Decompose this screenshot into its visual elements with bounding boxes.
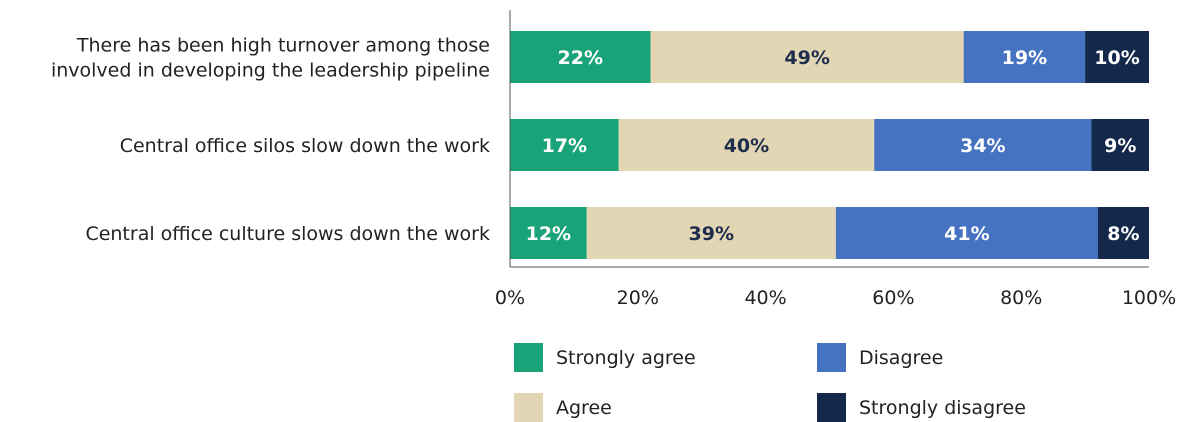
bar-value-label: 17% [542, 135, 587, 157]
bar-value-label: 41% [944, 223, 989, 245]
category-label: involved in developing the leadership pi… [51, 60, 490, 82]
category-label: Central office silos slow down the work [120, 135, 490, 157]
x-tick-label: 60% [872, 287, 914, 309]
legend-swatch [514, 343, 543, 372]
bar-value-label: 8% [1107, 223, 1139, 245]
bar-value-label: 40% [724, 135, 769, 157]
x-tick-label: 100% [1122, 287, 1176, 309]
bar-segment [510, 119, 619, 171]
bar-segment [650, 31, 964, 83]
bar-value-label: 9% [1104, 135, 1136, 157]
legend-label: Disagree [859, 347, 943, 369]
bar-value-label: 12% [526, 223, 571, 245]
legend-swatch [817, 393, 846, 422]
bar-value-label: 39% [689, 223, 734, 245]
bar-segment [874, 119, 1092, 171]
bar-segment [618, 119, 875, 171]
bar-value-label: 22% [558, 47, 603, 69]
category-labels: There has been high turnover among those… [51, 35, 490, 246]
legend-swatch [514, 393, 543, 422]
bar-value-label: 10% [1094, 47, 1139, 69]
bar-segment [586, 207, 836, 259]
x-tick-label: 20% [617, 287, 659, 309]
bar-segment [1091, 119, 1149, 171]
bar-segment [510, 31, 651, 83]
category-label: Central office culture slows down the wo… [85, 223, 490, 245]
x-tick-label: 40% [744, 287, 786, 309]
x-axis-ticks: 0% 20% 40% 60% 80% 100% [495, 287, 1176, 309]
legend-label: Agree [556, 397, 612, 419]
legend-label: Strongly agree [556, 347, 696, 369]
bar-segment [835, 207, 1098, 259]
bar-segment [1097, 207, 1149, 259]
legend: Strongly agree Agree Disagree Strongly disa… [514, 343, 1026, 422]
legend-swatch [817, 343, 846, 372]
x-tick-label: 80% [1000, 287, 1042, 309]
legend-label: Strongly disagree [859, 397, 1026, 419]
x-tick-label: 0% [495, 287, 525, 309]
bar-segment [510, 207, 587, 259]
bar-segment [1085, 31, 1149, 83]
category-label: There has been high turnover among those [76, 35, 490, 57]
bars-group: 22% 49% 19% 10% 17% 40% 34% 9% 12% 39% 41% 8% [510, 31, 1149, 259]
bar-value-label: 49% [784, 47, 829, 69]
bar-value-label: 34% [960, 135, 1005, 157]
bar-value-label: 19% [1002, 47, 1047, 69]
bar-segment [963, 31, 1086, 83]
